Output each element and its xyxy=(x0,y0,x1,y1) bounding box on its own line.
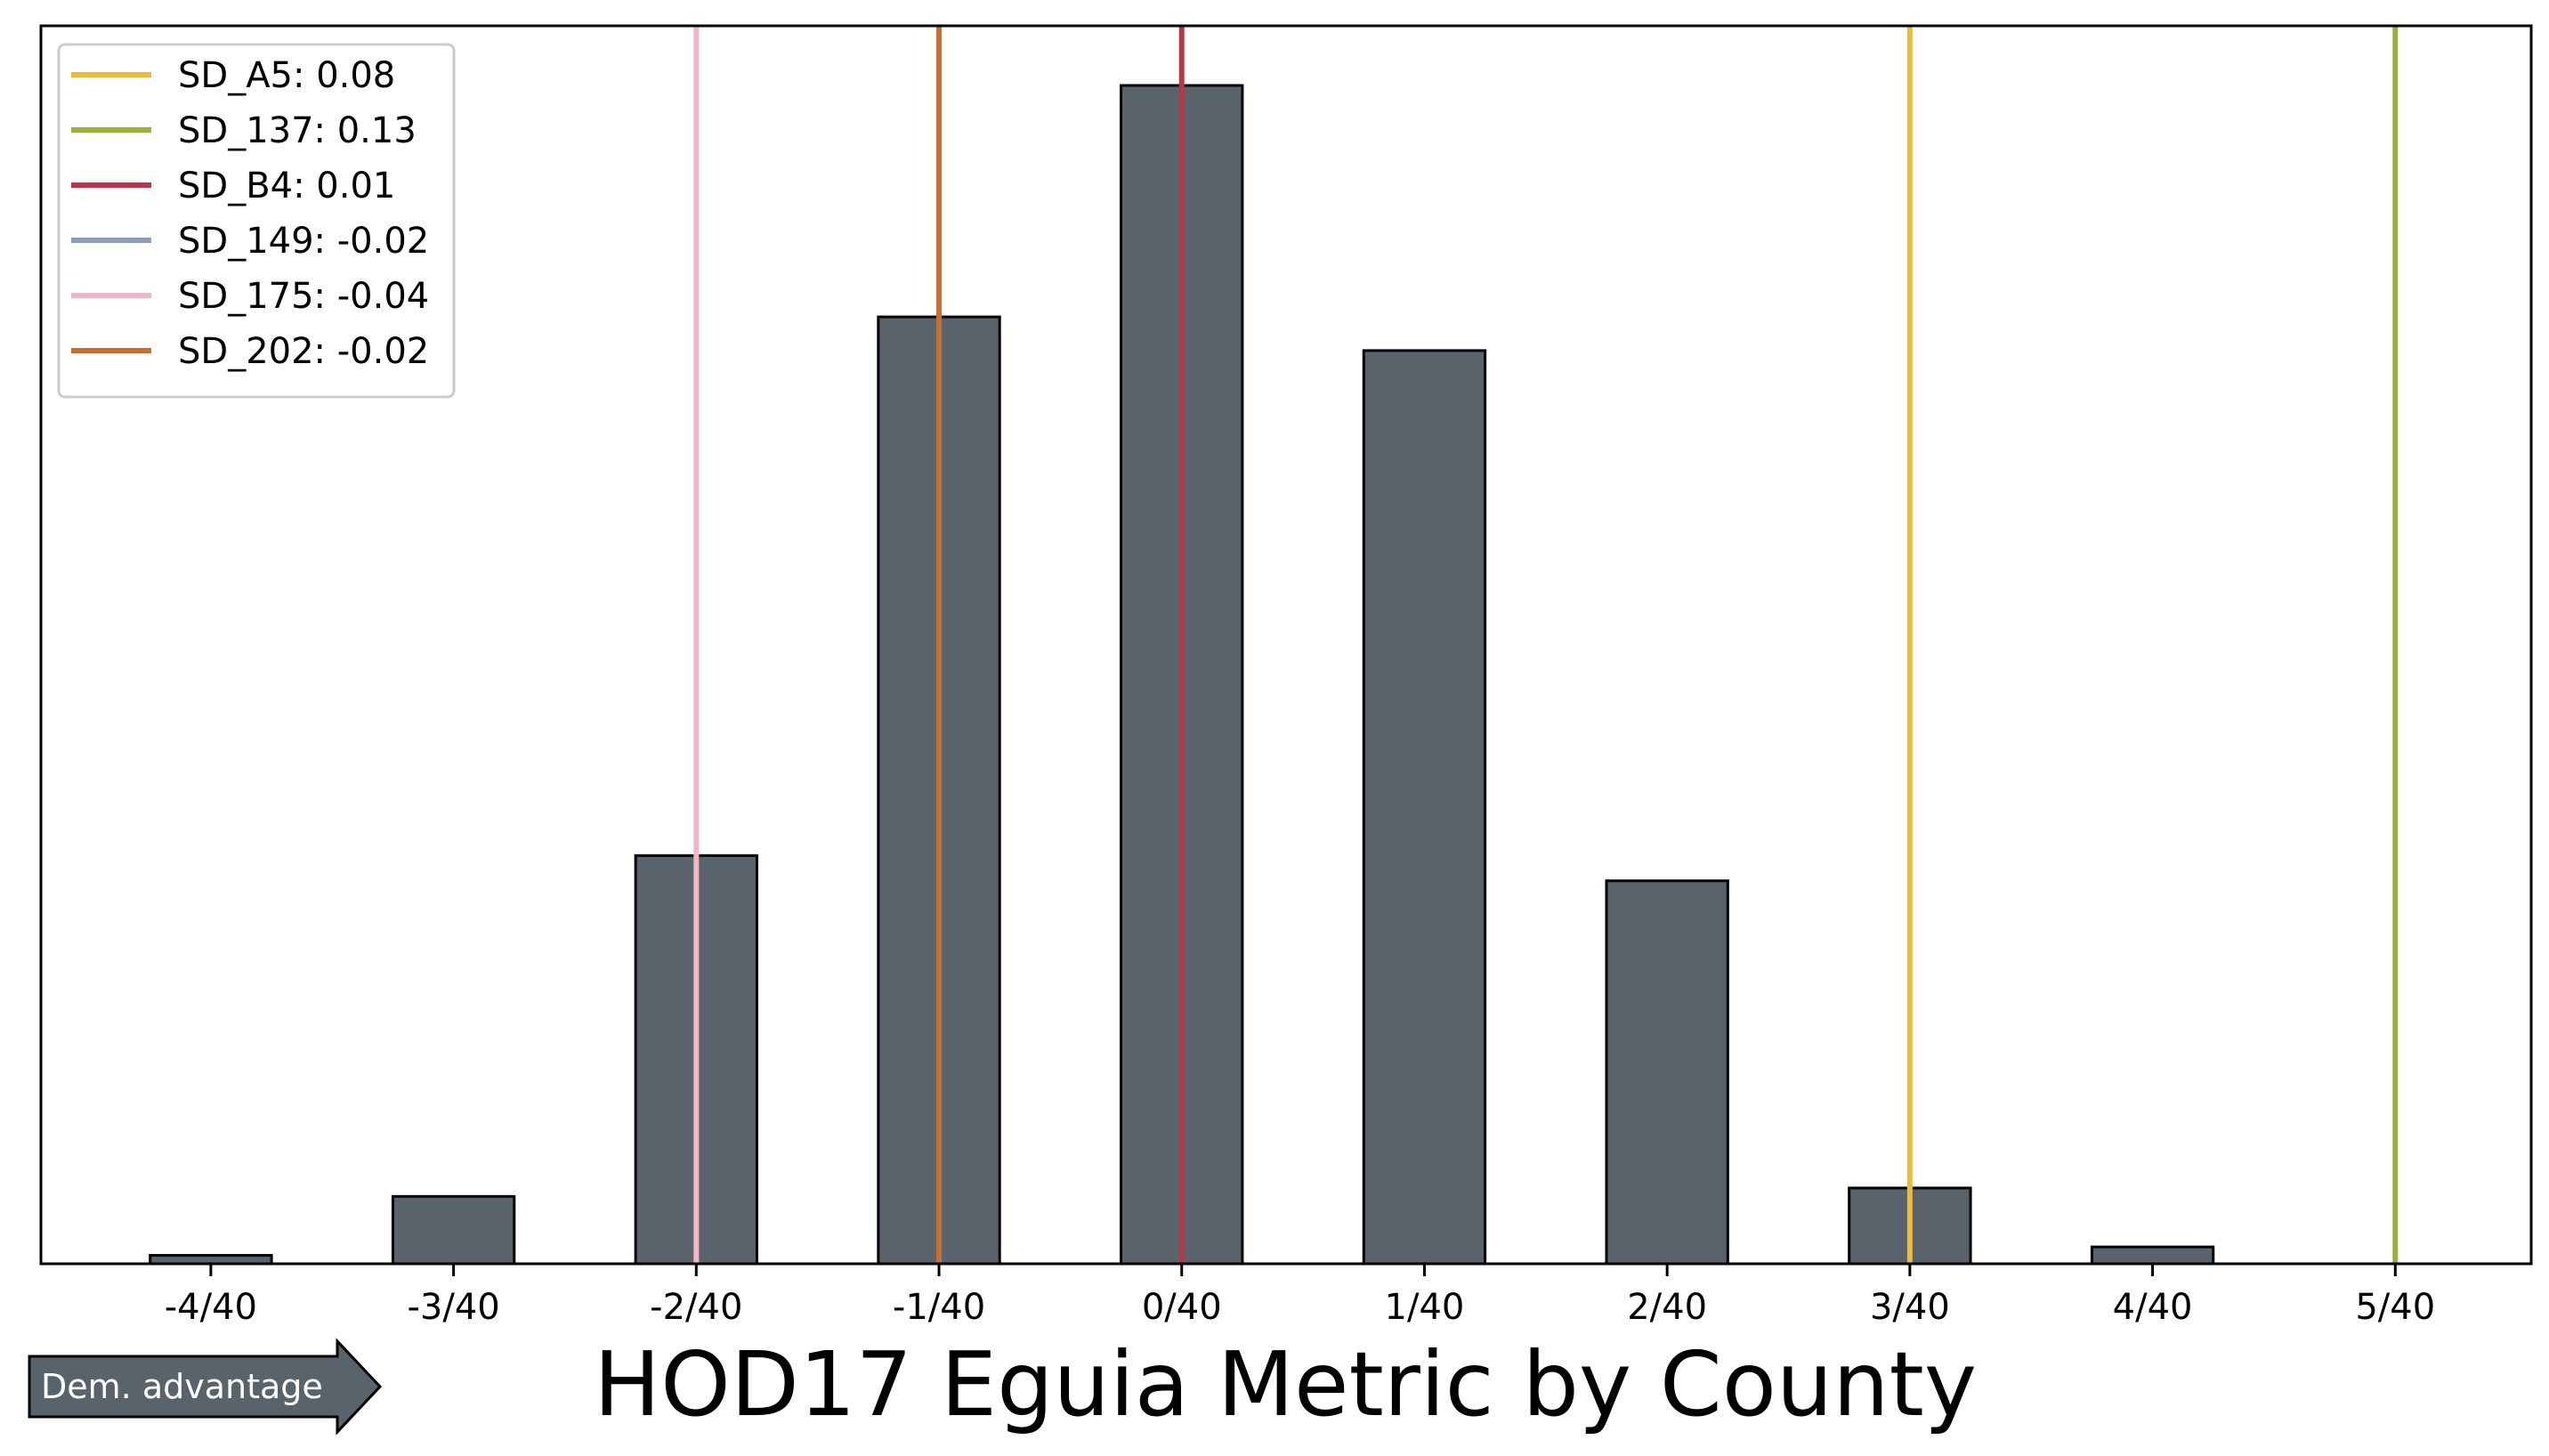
legend-entry: SD_137: 0.13 xyxy=(178,110,417,151)
legend-entry: SD_B4: 0.01 xyxy=(178,166,395,206)
x-tick-label: 0/40 xyxy=(1142,1287,1222,1328)
x-tick-label: -1/40 xyxy=(893,1287,985,1328)
histogram-bar xyxy=(1605,879,1729,1266)
arrow-label: Dem. advantage xyxy=(41,1367,323,1406)
x-tick-label: 3/40 xyxy=(1870,1287,1950,1328)
histogram-bar xyxy=(2090,1245,2215,1266)
legend-entry: SD_149: -0.02 xyxy=(178,221,429,262)
x-tick-label: 1/40 xyxy=(1385,1287,1465,1328)
histogram-bar xyxy=(391,1194,516,1266)
x-tick-label: -3/40 xyxy=(407,1287,499,1328)
x-tick-label: 5/40 xyxy=(2355,1287,2435,1328)
dem-advantage-arrow: Dem. advantage xyxy=(28,1338,383,1436)
x-tick-label: 2/40 xyxy=(1627,1287,1707,1328)
legend-entry: SD_175: -0.04 xyxy=(178,276,429,317)
arrow-shape xyxy=(28,1338,383,1436)
legend-entry: SD_A5: 0.08 xyxy=(178,55,395,96)
x-axis: -4/40 -3/40 -2/40 -1/40 0/40 1/40 2/40 3/40 4/40… xyxy=(165,1264,2435,1328)
reference-lines xyxy=(693,26,2399,1264)
x-tick-label: 4/40 xyxy=(2113,1287,2193,1328)
chart-title: HOD17 Eguia Metric by County xyxy=(594,1332,1977,1436)
histogram-bar xyxy=(1362,349,1487,1266)
legend-entry: SD_202: -0.02 xyxy=(178,331,429,372)
legend-box xyxy=(57,43,456,399)
plot-frame xyxy=(39,24,2533,1266)
x-tick-label: -2/40 xyxy=(650,1287,742,1328)
x-tick-label: -4/40 xyxy=(165,1287,257,1328)
legend: SD_A5: 0.08 SD_137: 0.13 SD_B4: 0.01 SD_149… xyxy=(57,43,456,399)
